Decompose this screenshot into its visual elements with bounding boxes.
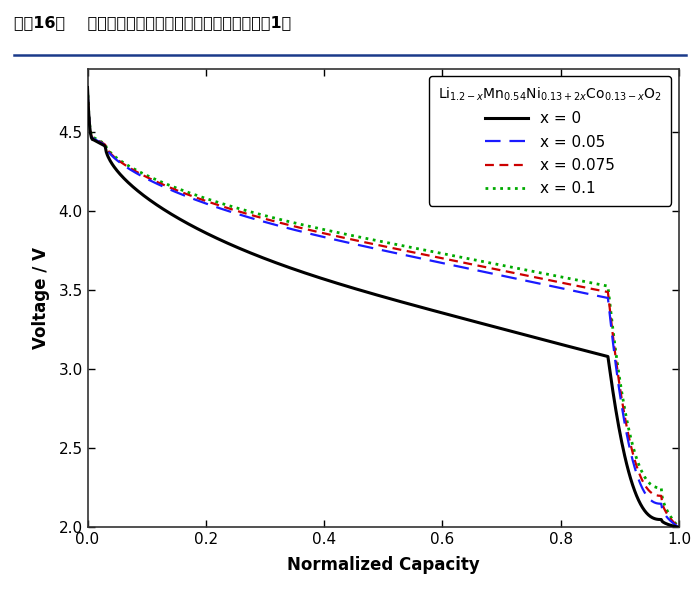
Y-axis label: Voltage / V: Voltage / V xyxy=(32,247,50,349)
X-axis label: Normalized Capacity: Normalized Capacity xyxy=(287,555,480,574)
Legend: x = 0, x = 0.05, x = 0.075, x = 0.1: x = 0, x = 0.05, x = 0.075, x = 0.1 xyxy=(429,76,671,206)
Text: 图蚆16：    富锤锆基正极材料电压和金属含量的关系（1）: 图蚆16： 富锤锆基正极材料电压和金属含量的关系（1） xyxy=(14,15,291,30)
